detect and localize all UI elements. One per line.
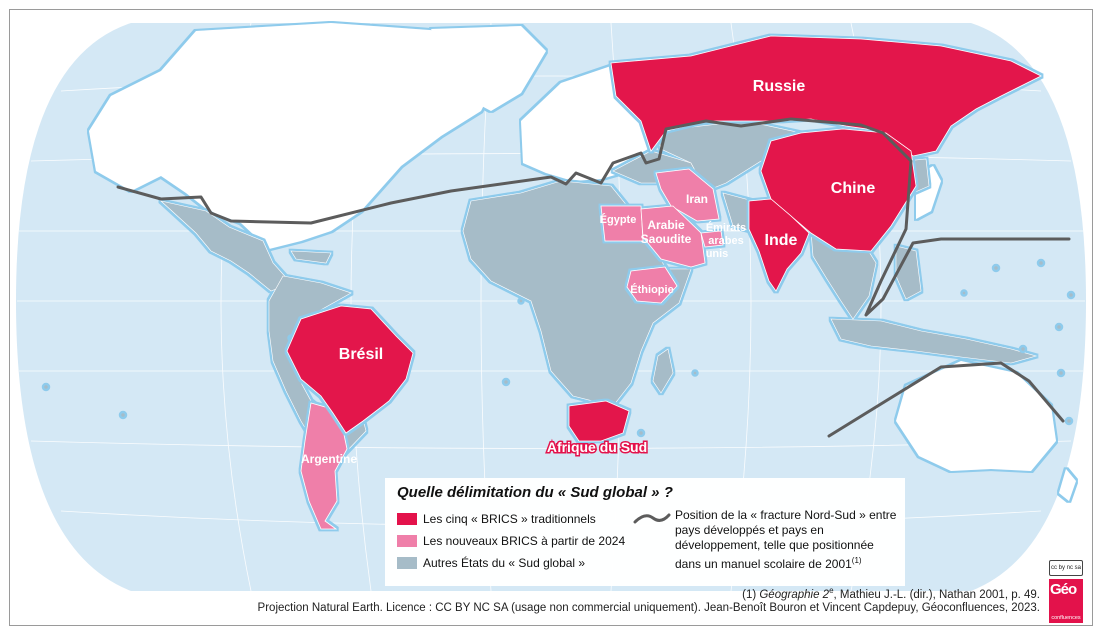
philippines: [895, 245, 922, 300]
logo-brand: Géo: [1050, 581, 1077, 598]
south-africa-shape: [568, 400, 630, 442]
legend-label-brics: Les cinq « BRICS » traditionnels: [423, 512, 596, 526]
brics-five: [286, 35, 1042, 442]
legend-item-brics: Les cinq « BRICS » traditionnels: [397, 512, 596, 526]
indonesia: [830, 318, 1038, 364]
island-states: [41, 258, 1076, 438]
legend-line-label: Position de la « fracture Nord-Sud » ent…: [675, 508, 897, 571]
north-countries: [89, 23, 1076, 501]
logo-sub: confluences: [1051, 615, 1081, 621]
world-map: Russie Chine Inde Brésil Afrique du Sud …: [16, 22, 1086, 592]
australia: [896, 361, 1056, 471]
label-egypt: Égypte: [600, 213, 637, 226]
caribbean: [290, 250, 332, 264]
legend-label-new-brics: Les nouveaux BRICS à partir de 2024: [423, 534, 626, 548]
north-south-line: [116, 117, 1071, 438]
label-south-africa: Afrique du Sud: [547, 439, 647, 455]
label-uae: Émirats arabes unis: [706, 221, 746, 260]
label-ethiopia: Éthiopie: [630, 283, 673, 296]
country-labels: Russie Chine Inde Brésil Afrique du Sud …: [301, 78, 875, 466]
legend-swatch-south: [397, 557, 417, 569]
legend-swatch-new-brics: [397, 535, 417, 547]
label-china: Chine: [831, 180, 876, 197]
label-saudi: Arabie Saoudite: [641, 218, 692, 246]
madagascar: [652, 348, 674, 394]
cc-license-badge: cc by nc sa: [1049, 560, 1083, 576]
footnote-book: Géographie 2: [759, 588, 830, 601]
argentina-shape: [300, 402, 348, 530]
label-argentina: Argentine: [301, 452, 357, 466]
legend-line-note: (1): [851, 556, 862, 565]
legend-title: Quelle délimitation du « Sud global » ?: [397, 484, 673, 501]
legend-label-south: Autres États du « Sud global »: [423, 556, 586, 570]
label-iran: Iran: [686, 192, 708, 206]
saudi-shape: [640, 205, 706, 268]
greenland: [431, 26, 546, 111]
geoconfluences-logo[interactable]: cc by nc sa Géo confluences: [1049, 560, 1083, 623]
north-america: [89, 23, 506, 249]
legend-item-new-brics: Les nouveaux BRICS à partir de 2024: [397, 534, 625, 548]
legend-line-symbol: [633, 513, 671, 524]
new-brics: [300, 168, 724, 530]
legend-item-south: Autres États du « Sud global »: [397, 556, 585, 570]
map-frame: Russie Chine Inde Brésil Afrique du Sud …: [9, 9, 1093, 626]
logo-mark: Géo confluences: [1049, 579, 1083, 623]
label-india: Inde: [765, 232, 798, 249]
label-brazil: Brésil: [339, 346, 383, 363]
iran-shape: [655, 168, 720, 222]
new-zealand: [1059, 469, 1076, 501]
credit-line: Projection Natural Earth. Licence : CC B…: [257, 602, 1040, 614]
central-asia: [655, 120, 802, 192]
india-shape: [748, 198, 810, 292]
ethiopia-shape: [626, 266, 678, 304]
uae-shape: [700, 230, 724, 248]
legend: Quelle délimitation du « Sud global » ? …: [385, 478, 905, 586]
russia-shape: [610, 35, 1042, 157]
legend-swatch-brics: [397, 513, 417, 525]
footnote: (1) Géographie 2e, Mathieu J.-L. (dir.),…: [742, 586, 1040, 601]
label-russia: Russie: [753, 78, 806, 95]
egypt-shape: [600, 205, 644, 242]
brazil-shape: [286, 305, 414, 434]
